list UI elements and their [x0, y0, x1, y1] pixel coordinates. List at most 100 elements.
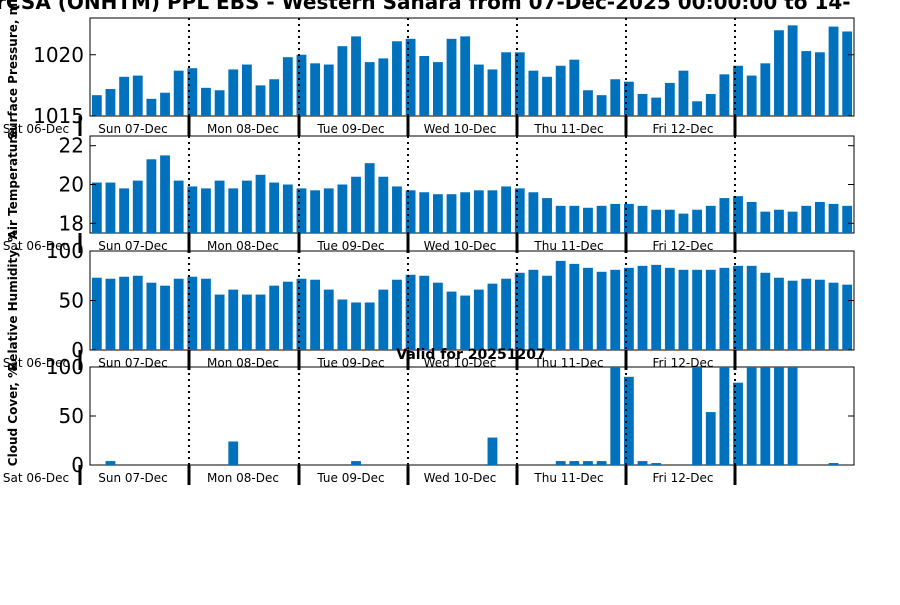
- bar: [664, 267, 675, 350]
- bar: [255, 174, 266, 233]
- x-tick-label: Tue 09-Dec: [316, 356, 384, 370]
- bar: [323, 188, 334, 233]
- x-tick-label: Wed 10-Dec: [424, 239, 497, 253]
- bar: [583, 461, 593, 465]
- bar: [446, 291, 457, 350]
- bar: [678, 70, 689, 116]
- x-tick-label: Sun 07-Dec: [98, 122, 167, 136]
- x-tick-label: Wed 10-Dec: [424, 471, 497, 485]
- bar: [664, 82, 675, 116]
- bar: [814, 201, 825, 233]
- x-tick-label: Fri 12-Dec: [653, 471, 714, 485]
- bar: [310, 190, 321, 233]
- y-axis-label: Relative Humidity, %: [6, 230, 20, 371]
- bar: [610, 79, 621, 116]
- bar: [419, 192, 430, 233]
- bar: [378, 289, 389, 350]
- bar: [105, 182, 116, 233]
- bar: [733, 196, 743, 233]
- bar: [583, 267, 593, 350]
- x-tick-label: Mon 08-Dec: [207, 471, 279, 485]
- bar: [828, 282, 839, 350]
- bar: [364, 302, 375, 350]
- bar: [719, 367, 730, 465]
- bar: [460, 192, 471, 233]
- bar: [637, 93, 648, 116]
- x-tick-label: Sat 06-Dec: [3, 122, 69, 136]
- bar: [173, 180, 184, 233]
- bar: [392, 186, 402, 233]
- y-tick-label: 0: [71, 453, 84, 477]
- bar: [501, 52, 512, 116]
- bar: [828, 203, 839, 233]
- bar: [378, 58, 389, 116]
- bar: [119, 276, 130, 350]
- bar: [774, 367, 784, 465]
- bar: [569, 205, 580, 233]
- bar: [187, 276, 198, 350]
- bar: [337, 299, 348, 350]
- y-tick-label: 0: [71, 338, 84, 362]
- bar: [528, 70, 539, 116]
- y-tick-label: 100: [46, 239, 84, 263]
- bar: [814, 52, 825, 116]
- axes-frame: [89, 17, 855, 117]
- bar: [173, 278, 184, 350]
- bar: [91, 277, 102, 350]
- bar: [692, 269, 703, 350]
- bar: [446, 194, 457, 233]
- bar: [323, 289, 334, 350]
- bar: [828, 463, 839, 465]
- bar: [405, 274, 416, 350]
- bar: [501, 278, 512, 350]
- subplot-2: 18 20 22 Sat 06-Dec Sun 07-Dec Mon 08-Dec Tue …: [3, 130, 855, 253]
- bar: [241, 180, 252, 233]
- bar: [814, 279, 825, 350]
- bar: [228, 188, 239, 233]
- y-axis-label: Cloud Cover, %: [6, 366, 20, 466]
- bar: [296, 188, 307, 233]
- bar: [801, 278, 812, 350]
- x-tick-label: Wed 10-Dec: [424, 122, 497, 136]
- bar: [542, 76, 552, 116]
- bar: [719, 74, 730, 116]
- y-tick-label: 22: [59, 134, 84, 158]
- bar: [473, 289, 484, 350]
- bar: [364, 163, 375, 233]
- bar: [678, 269, 689, 350]
- bar: [746, 265, 757, 350]
- bar: [146, 159, 157, 233]
- bar: [337, 46, 348, 116]
- bar: [351, 302, 361, 350]
- bar: [610, 269, 621, 350]
- bar: [555, 205, 566, 233]
- bar: [378, 176, 389, 233]
- bar: [801, 51, 812, 116]
- bar: [705, 205, 716, 233]
- bar: [623, 267, 634, 350]
- bar: [228, 69, 239, 116]
- bar: [419, 55, 430, 116]
- bar: [146, 98, 157, 116]
- x-tick-label: Thu 11-Dec: [533, 471, 603, 485]
- bar: [282, 184, 293, 233]
- bar: [610, 367, 621, 465]
- bar: [269, 182, 280, 233]
- bar: [555, 461, 566, 465]
- y-axis-label: Air Temperature: [6, 130, 20, 240]
- bar: [351, 176, 361, 233]
- bar: [719, 198, 730, 233]
- bar: [555, 65, 566, 116]
- bar: [514, 188, 525, 233]
- bar: [337, 184, 348, 233]
- bar: [569, 263, 580, 350]
- bar: [501, 186, 512, 233]
- bar: [583, 207, 593, 233]
- bar: [105, 89, 116, 116]
- bar: [296, 278, 307, 350]
- bar: [746, 201, 757, 233]
- bar: [651, 97, 662, 117]
